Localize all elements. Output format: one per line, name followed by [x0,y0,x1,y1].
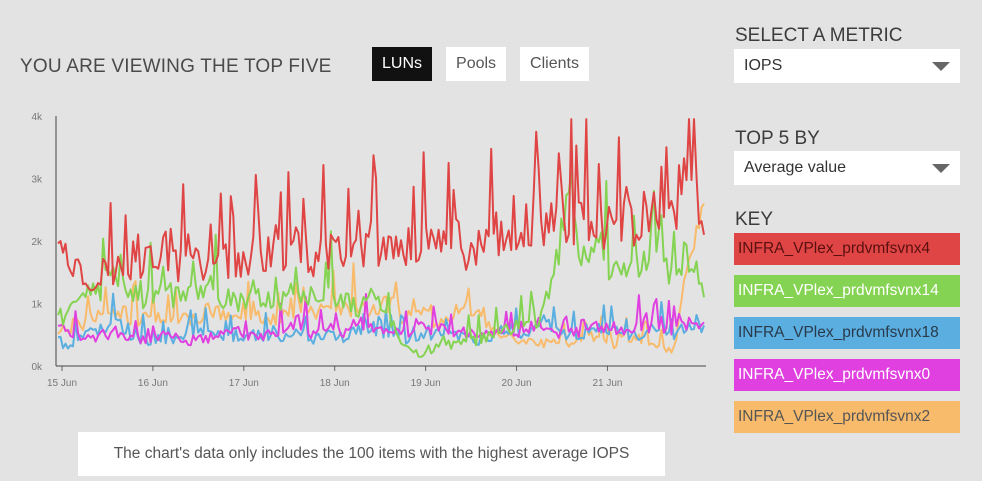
iops-line-chart: 0k 1k 2k 3k 4k 15 Jun 16 Jun 17 Jun 18 Jun 19 Ju… [31,112,706,389]
series-line-INFRA_VPlex_prdvmfsvnx4 [57,118,705,292]
tab-clients[interactable]: Clients [520,47,589,81]
key-item-vnx14[interactable]: INFRA_VPlex_prdvmfsvnx14 [734,275,960,307]
top-by-heading: TOP 5 BY [735,128,820,149]
series-line-INFRA_VPlex_prdvmfsvnx0 [58,293,705,347]
key-item-vnx4[interactable]: INFRA_VPlex_prdvmfsvnx4 [734,233,960,265]
x-axis-ticks: 15 Jun 16 Jun 17 Jun 18 Jun 19 Jun 20 Jun 21 J… [47,366,622,389]
y-tick-label: 0k [31,362,43,373]
x-tick-label: 16 Jun [138,378,168,389]
tab-pools[interactable]: Pools [446,47,507,81]
metric-heading: SELECT A METRIC [735,25,903,46]
y-tick-label: 4k [31,112,43,123]
tab-luns[interactable]: LUNs [372,47,433,81]
series-line-INFRA_VPlex_prdvmfsvnx18 [57,292,705,350]
y-axis-ticks: 0k 1k 2k 3k 4k [31,112,43,373]
x-tick-label: 19 Jun [411,378,441,389]
y-tick-label: 3k [31,175,43,186]
metric-select-value: IOPS [744,57,783,74]
chevron-down-icon [932,164,950,173]
chevron-down-icon [932,62,950,71]
x-tick-label: 21 Jun [592,378,622,389]
y-tick-label: 2k [31,237,43,248]
entity-tabs: LUNs Pools Clients [372,47,589,81]
x-tick-label: 18 Jun [320,378,350,389]
series-lines [57,118,705,358]
top-by-select[interactable]: Average value [734,151,960,185]
data-scope-note: The chart's data only includes the 100 i… [78,432,665,476]
top-by-select-value: Average value [744,159,846,176]
key-item-vnx18[interactable]: INFRA_VPlex_prdvmfsvnx18 [734,317,960,349]
x-tick-label: 15 Jun [47,378,77,389]
page-title: YOU ARE VIEWING THE TOP FIVE [20,56,332,77]
metric-select[interactable]: IOPS [734,49,960,83]
key-item-vnx2[interactable]: INFRA_VPlex_prdvmfsvnx2 [734,401,960,433]
y-tick-label: 1k [31,300,43,311]
key-item-vnx0[interactable]: INFRA_VPlex_prdvmfsvnx0 [734,359,960,391]
x-tick-label: 20 Jun [502,378,532,389]
x-tick-label: 17 Jun [229,378,259,389]
key-heading: KEY [735,209,774,230]
